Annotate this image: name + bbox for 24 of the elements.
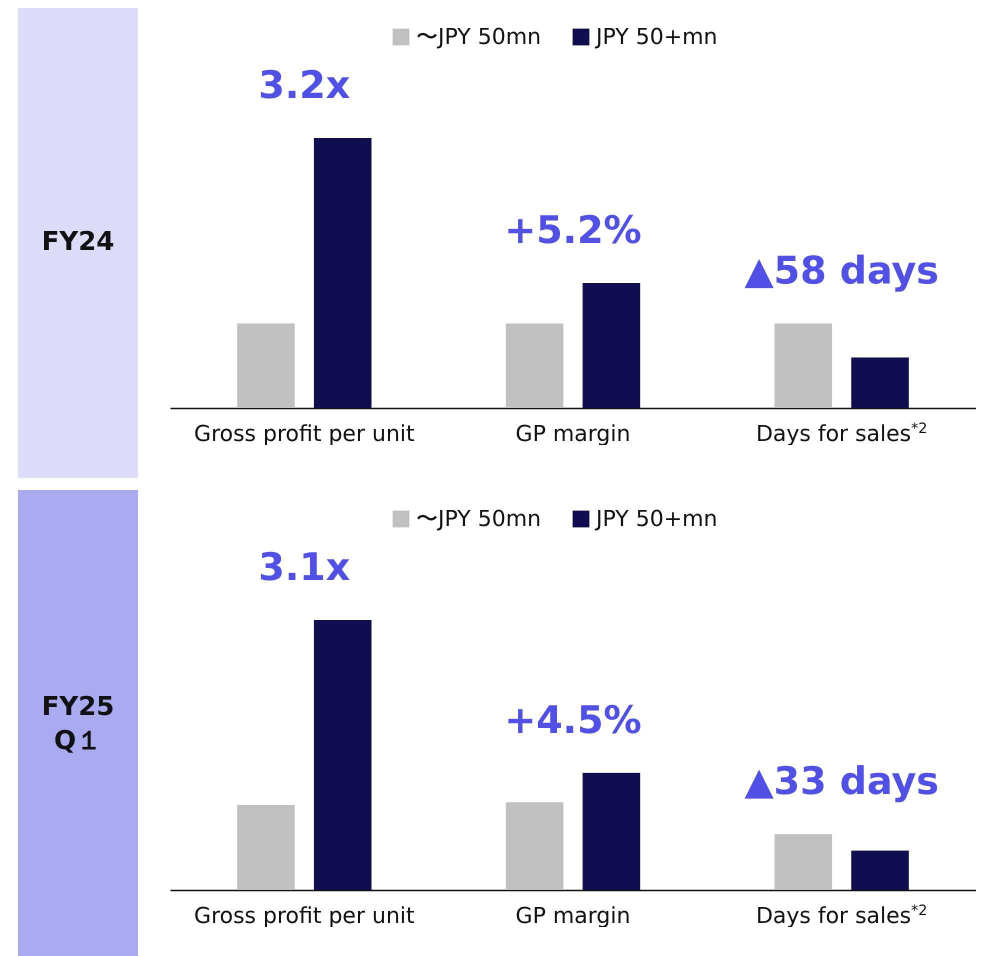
legend-label: JPY 50+mn [594,25,718,50]
legend-label: JPY 50+mn [594,507,718,532]
bar [506,323,564,408]
bar [851,358,909,408]
bar [314,138,372,408]
bar [314,620,372,890]
text: 3.1x [258,545,350,589]
bar [237,804,295,890]
bar [774,323,832,408]
bar [506,802,564,890]
bar [237,323,295,408]
bar [582,772,640,890]
bar [851,850,909,890]
legend-label: 〜JPY 50mn [416,507,542,532]
annotation: ▲33 days [744,759,939,804]
annotation: ▲58 days [744,248,939,292]
text: 3.2x [258,63,350,107]
text: FY24 [18,8,138,478]
legend-label: 〜JPY 50mn [416,25,542,50]
annotation: +5.2% [504,208,642,252]
bar [582,282,640,408]
bar [774,834,832,890]
annotation: +4.5% [504,698,642,742]
text: FY25 Q１ [18,490,138,956]
